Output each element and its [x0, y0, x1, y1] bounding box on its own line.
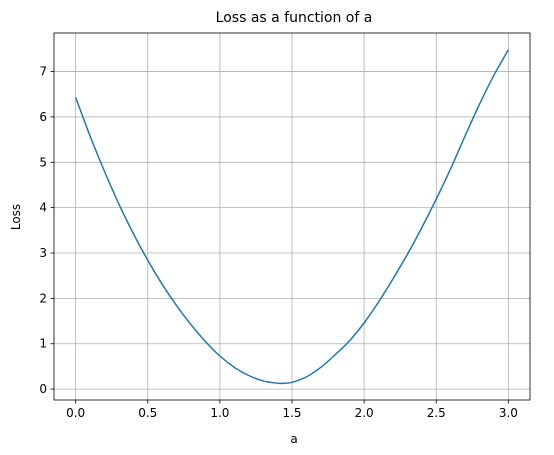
y-tick-label: 4	[39, 201, 47, 215]
x-tick-label: 1.5	[282, 406, 301, 420]
grid-lines	[54, 33, 530, 400]
y-tick-label: 0	[39, 382, 47, 396]
x-tick: 0.0	[66, 400, 85, 420]
y-tick-label: 3	[39, 246, 47, 260]
chart-title: Loss as a function of a	[216, 10, 373, 26]
y-tick: 1	[39, 337, 54, 351]
x-tick: 0.5	[138, 400, 157, 420]
y-axis: 0 1 2 3 4 5 6 7	[39, 65, 54, 396]
y-tick: 5	[39, 155, 54, 169]
y-tick: 7	[39, 65, 54, 79]
x-axis: 0.0 0.5 1.0 1.5 2.0 2.5 3.0	[66, 400, 518, 420]
y-tick-label: 2	[39, 291, 47, 305]
y-tick-label: 7	[39, 65, 47, 79]
x-tick: 3.0	[499, 400, 518, 420]
y-tick: 6	[39, 110, 54, 124]
x-axis-label: a	[290, 432, 297, 446]
x-tick-label: 2.0	[355, 406, 374, 420]
series-line	[74, 49, 510, 385]
x-tick-label: 1.0	[210, 406, 229, 420]
y-tick-label: 1	[39, 337, 47, 351]
x-tick: 1.5	[282, 400, 302, 420]
y-axis-label: Loss	[9, 204, 23, 230]
x-tick: 2.0	[355, 400, 374, 420]
y-tick-label: 6	[39, 110, 47, 124]
x-tick-label: 3.0	[499, 406, 518, 420]
y-tick: 3	[39, 246, 54, 260]
x-tick-label: 2.5	[427, 406, 446, 420]
y-tick-label: 5	[39, 155, 47, 169]
y-tick: 2	[39, 291, 54, 305]
y-tick: 4	[39, 201, 54, 215]
y-tick: 0	[39, 382, 54, 396]
x-tick-label: 0.5	[138, 406, 157, 420]
x-tick-label: 0.0	[66, 406, 85, 420]
x-tick: 1.0	[210, 400, 229, 420]
x-tick: 2.5	[427, 400, 446, 420]
